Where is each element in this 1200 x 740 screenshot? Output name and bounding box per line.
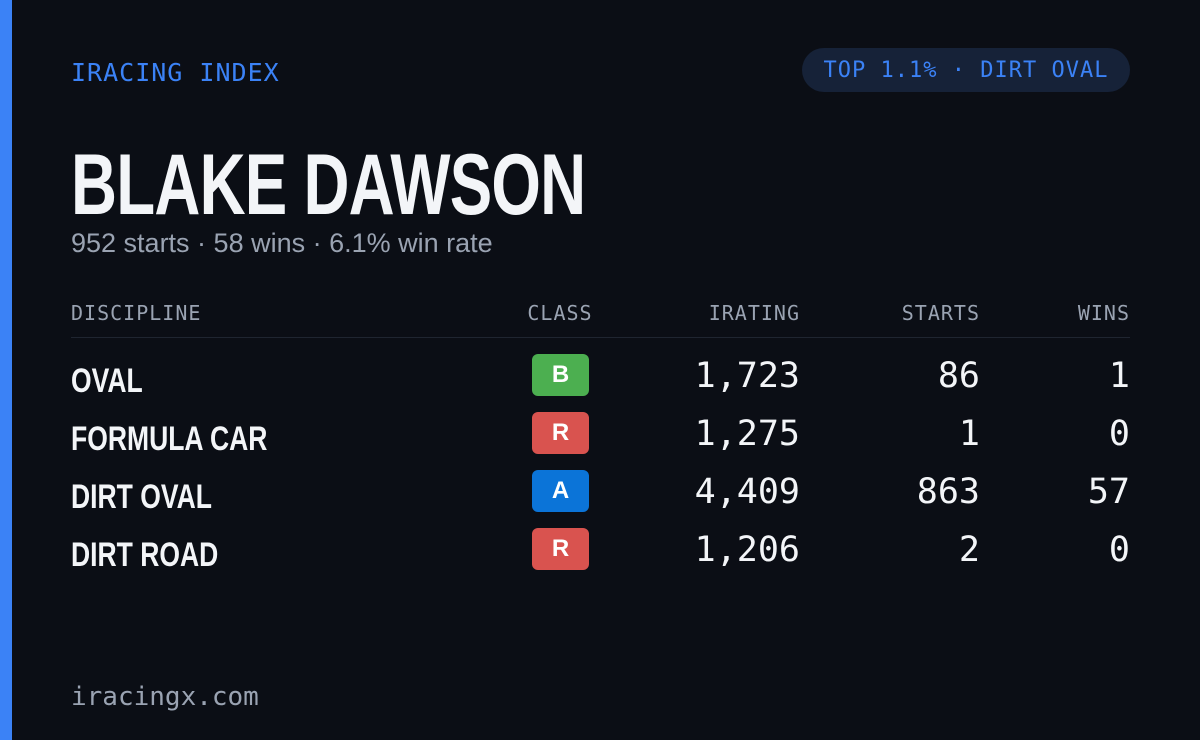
column-header: WINS — [1077, 301, 1130, 325]
irating: 1,723 — [694, 356, 800, 396]
irating: 4,409 — [694, 472, 800, 512]
class-badge: A — [532, 470, 589, 512]
irating: 1,206 — [694, 530, 800, 570]
wins: 0 — [1108, 414, 1130, 454]
rank-badge: TOP 1.1% · DIRT OVAL — [802, 48, 1130, 92]
irating: 1,275 — [694, 414, 800, 454]
starts: 1 — [958, 414, 980, 454]
discipline: DIRT ROAD — [71, 536, 219, 574]
column-header: CLASS — [527, 301, 593, 325]
starts: 2 — [958, 530, 980, 570]
site-url: iracingx.com — [71, 682, 259, 712]
driver-summary: 952 starts · 58 wins · 6.1% win rate — [71, 228, 493, 258]
wins: 57 — [1087, 472, 1130, 512]
wins: 0 — [1108, 530, 1130, 570]
wins: 1 — [1108, 356, 1130, 396]
class-badge: R — [532, 412, 589, 454]
column-header: STARTS — [901, 301, 980, 325]
class-badge: R — [532, 528, 589, 570]
starts: 863 — [916, 472, 980, 512]
discipline: DIRT OVAL — [71, 478, 212, 516]
starts: 86 — [937, 356, 980, 396]
class-badge: B — [532, 354, 589, 396]
driver-name: BLAKE DAWSON — [71, 137, 586, 233]
header-rule — [71, 337, 1130, 338]
column-header: DISCIPLINE — [71, 301, 202, 325]
discipline: FORMULA CAR — [71, 420, 268, 458]
accent-bar — [0, 0, 12, 740]
column-header: IRATING — [708, 301, 800, 325]
brand-label: IRACING INDEX — [71, 58, 280, 87]
discipline: OVAL — [71, 362, 143, 400]
